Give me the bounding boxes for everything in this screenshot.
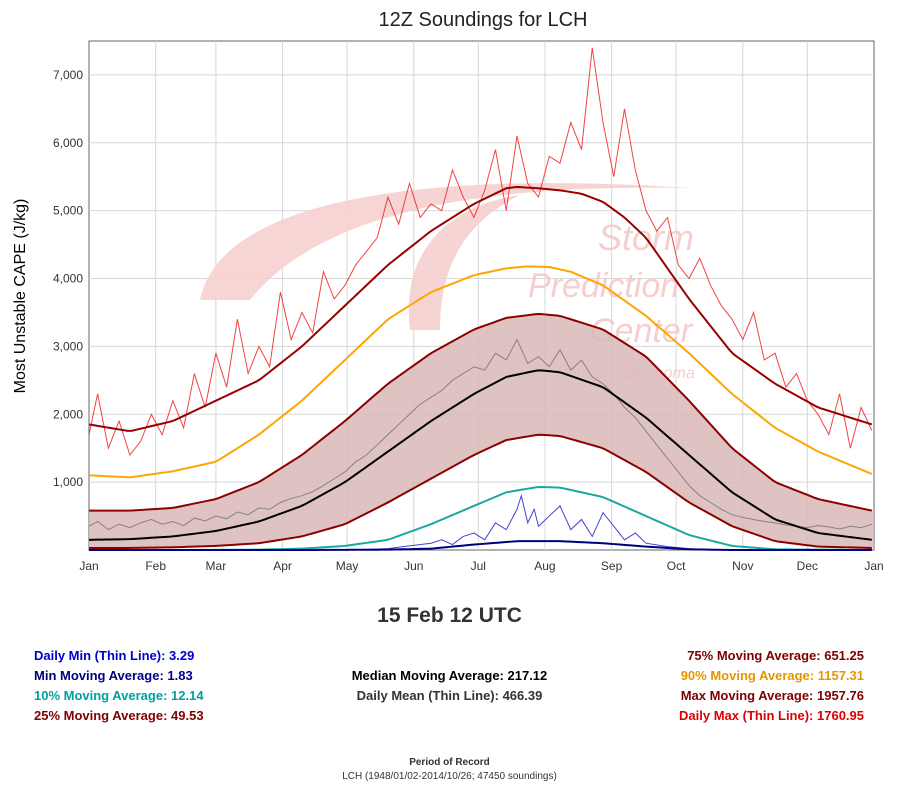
y-axis: 1,000 2,000 3,000 4,000 5,000 6,000 7,000: [53, 68, 83, 489]
stat-90-ma: 90% Moving Average: 1157.31: [680, 668, 864, 683]
stat-median-ma: Median Moving Average: 217.12: [351, 668, 548, 683]
y-tick-label: 6,000: [53, 136, 83, 150]
stat-daily-min: Daily Min (Thin Line): 3.29: [34, 648, 195, 663]
x-tick-label: Jul: [471, 559, 486, 573]
series-daily-min-thin-line: [89, 493, 872, 551]
stat-daily-max: Daily Max (Thin Line): 1760.95: [679, 708, 864, 723]
watermark-swoosh: [200, 183, 690, 300]
chart-title: 12Z Soundings for LCH: [378, 9, 587, 31]
series-25-moving-average: [89, 433, 872, 549]
stat-10-ma: 10% Moving Average: 12.14: [34, 688, 204, 703]
y-tick-label: 5,000: [53, 204, 83, 218]
series-max-moving-average: [88, 186, 873, 432]
iqr-band-fill: [89, 313, 874, 548]
x-tick-label: Jun: [404, 559, 423, 573]
stat-25-ma: 25% Moving Average: 49.53: [34, 708, 204, 723]
stat-min-ma: Min Moving Average: 1.83: [34, 668, 193, 683]
x-axis: Jan Feb Mar Apr May Jun Jul Aug Sep Oct Nov Dec Jan: [79, 559, 883, 573]
x-tick-label: Apr: [273, 559, 292, 573]
y-axis-label: Most Unstable CAPE (J/kg): [12, 199, 29, 394]
x-tick-label: Sep: [601, 559, 623, 573]
series-90-moving-average: [88, 265, 873, 479]
watermark-swoosh-2: [408, 195, 520, 330]
x-tick-label: Jan: [79, 559, 98, 573]
chart: 12Z Soundings for LCH Storm Prediction C…: [12, 9, 884, 573]
period-of-record-title: Period of Record: [409, 757, 490, 768]
y-tick-label: 3,000: [53, 339, 83, 353]
x-tick-label: Dec: [797, 559, 818, 573]
stat-max-ma: Max Moving Average: 1957.76: [680, 688, 864, 703]
series-min-moving-average: [89, 540, 872, 551]
moving-average-series: [88, 186, 873, 551]
series-75-moving-average: [89, 313, 873, 512]
stat-daily-mean: Daily Mean (Thin Line): 466.39: [356, 688, 543, 703]
grid: [89, 41, 874, 550]
x-tick-label: Nov: [732, 559, 753, 573]
y-tick-label: 1,000: [53, 475, 83, 489]
period-of-record-text: LCH (1948/01/02-2014/10/26; 47450 soundi…: [342, 771, 557, 782]
x-tick-label: May: [336, 559, 359, 573]
x-tick-label: Mar: [206, 559, 227, 573]
series-daily-mean-thin-line: [88, 338, 872, 531]
chart-subtitle: 15 Feb 12 UTC: [377, 604, 522, 627]
iqr-band: [89, 313, 874, 548]
stat-75-ma: 75% Moving Average: 651.25: [687, 648, 864, 663]
y-tick-label: 7,000: [53, 68, 83, 82]
series-daily-max-thin-line: [88, 47, 873, 457]
x-tick-label: Oct: [667, 559, 686, 573]
series-median-moving-average: [88, 369, 872, 541]
x-tick-label: Aug: [534, 559, 555, 573]
x-tick-label: Jan: [864, 559, 883, 573]
y-tick-label: 2,000: [53, 407, 83, 421]
y-tick-label: 4,000: [53, 272, 83, 286]
x-tick-label: Feb: [145, 559, 166, 573]
daily-series: [88, 47, 873, 551]
